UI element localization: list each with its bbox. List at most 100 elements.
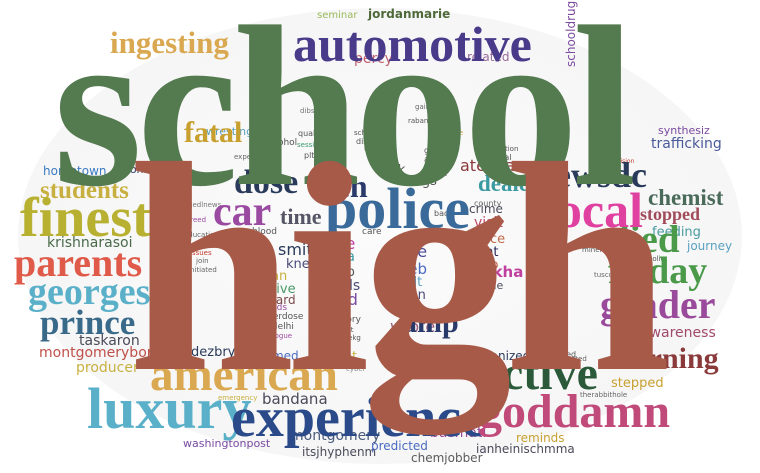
word-car: car [213, 189, 272, 235]
word-plt: plt [304, 151, 315, 160]
word-cyber: cyber [346, 365, 366, 373]
word-synthesiz: synthesiz [658, 124, 710, 137]
word-era: era [332, 249, 355, 265]
word-kid: kid [334, 290, 358, 309]
word-producer: producer [76, 360, 139, 376]
word-drop: drop [469, 258, 499, 273]
word-rabang: rabang [408, 117, 433, 125]
word-tuscon: tuscon [594, 271, 618, 279]
word-supervision: supervision [600, 158, 635, 165]
word-job: job [335, 265, 355, 280]
word-visit: visit [474, 215, 503, 231]
word-reward: reward [254, 293, 296, 307]
word-back: back [428, 169, 448, 178]
word-session: session [297, 141, 323, 149]
word-drugs: drugs [400, 174, 437, 189]
word-montgomery: montgomery [290, 428, 381, 444]
word-bjpdelhi: bjpdelhi [258, 322, 294, 332]
word-organized: organized [471, 349, 531, 363]
word-friday: friday [608, 250, 708, 292]
word-emergency: emergency [218, 394, 258, 402]
word-bad: bad [434, 209, 450, 218]
word-krishnarasoi: krishnarasoi [47, 235, 133, 251]
word-named: named [257, 349, 299, 363]
word-gupta: gupta [409, 343, 466, 363]
word-alcohol: alcohol [265, 138, 298, 148]
word-montgomeryborn: montgomeryborn [39, 345, 162, 361]
word-native: native [255, 282, 296, 297]
word-american: american [150, 349, 338, 401]
word-schools: schools [354, 129, 381, 137]
word-knew: knew [286, 257, 321, 272]
word-years: years [260, 139, 277, 146]
word-chemjobber: chemjobber [411, 451, 483, 465]
word-trafficking: trafficking [651, 136, 722, 152]
word-grader: grader [600, 282, 716, 327]
word-didnt: didnt [465, 245, 499, 260]
word-dibs: dibs [300, 107, 315, 115]
word-newsdc: newsdc [535, 155, 648, 195]
word-dont: dont [376, 155, 395, 164]
word-good: good [424, 146, 444, 155]
word-awareness: awareness [641, 325, 716, 341]
word-local: local [543, 182, 643, 238]
word-dealer: dealer [478, 171, 540, 196]
word-rice: rice [481, 232, 506, 247]
word-journey: journey [687, 239, 733, 253]
word-run: run [404, 288, 426, 303]
word-elonagrapolic: elonagrapolic [617, 255, 665, 263]
word-ingesting: ingesting [110, 25, 229, 60]
word-washingtonpost: washingtonpost [183, 437, 271, 450]
word-expect: expect [234, 153, 258, 161]
word-gainesville: gainesville [415, 103, 453, 111]
word-felt: felt [401, 275, 423, 290]
word-crime: crime [469, 202, 503, 216]
word-died: died [608, 218, 680, 261]
word-rekha: rekha [475, 263, 524, 281]
word-stepped: stepped [611, 376, 664, 391]
word-talking: talking [364, 145, 388, 153]
word-govt: govt [404, 239, 422, 248]
word-reminds: reminds [516, 431, 565, 445]
word-seminar: seminar [317, 10, 358, 21]
word-conducted: conducted [550, 355, 587, 363]
word-blood: blood [252, 227, 277, 237]
word-hometown: hometown [43, 164, 107, 178]
word-county: county [474, 199, 502, 208]
word-luxury: luxury [87, 376, 252, 441]
word-join: join [196, 257, 209, 265]
word-anti: anti [424, 155, 440, 164]
word-feeding: feeding [652, 225, 701, 240]
word-friends: friends [256, 303, 288, 313]
word-students: students [40, 177, 129, 204]
word-chemist: chemist [648, 185, 724, 210]
word-londonbreed: londonbreed [162, 216, 207, 224]
word-wrote: wrote [390, 317, 436, 336]
word-web: web [396, 260, 428, 278]
word-wresting: wresting [206, 125, 254, 138]
word-initiated: initiated [188, 266, 217, 274]
word-prince: prince [40, 303, 136, 342]
word-education: education [184, 231, 219, 239]
word-taskaron: taskaron [79, 333, 140, 349]
word-lee: lee [403, 242, 428, 261]
word-district: district [356, 137, 384, 146]
word-high: high [128, 102, 671, 434]
word-therabbithole: therabbithole [580, 391, 628, 399]
word-jordanmarie: jordanmarie [368, 7, 451, 21]
word-ianheinischmma: ianheinischmma [476, 442, 575, 456]
word-village: village [440, 129, 464, 137]
word-people: people [466, 279, 504, 292]
word-fatal: fatal [184, 116, 243, 149]
word-kqedlnews: kqedlnews [184, 201, 222, 209]
word-basmati: basmati [430, 425, 487, 441]
word-finest: finest [20, 187, 151, 249]
word-dosnt: dosnt [334, 326, 354, 334]
word-bandana: bandana [262, 390, 328, 408]
word-smith: smith [278, 240, 323, 259]
word-georges: georges [28, 271, 151, 313]
word-stopped: stopped [640, 204, 701, 224]
word-student: student [311, 349, 357, 363]
word-time: time [280, 204, 322, 229]
